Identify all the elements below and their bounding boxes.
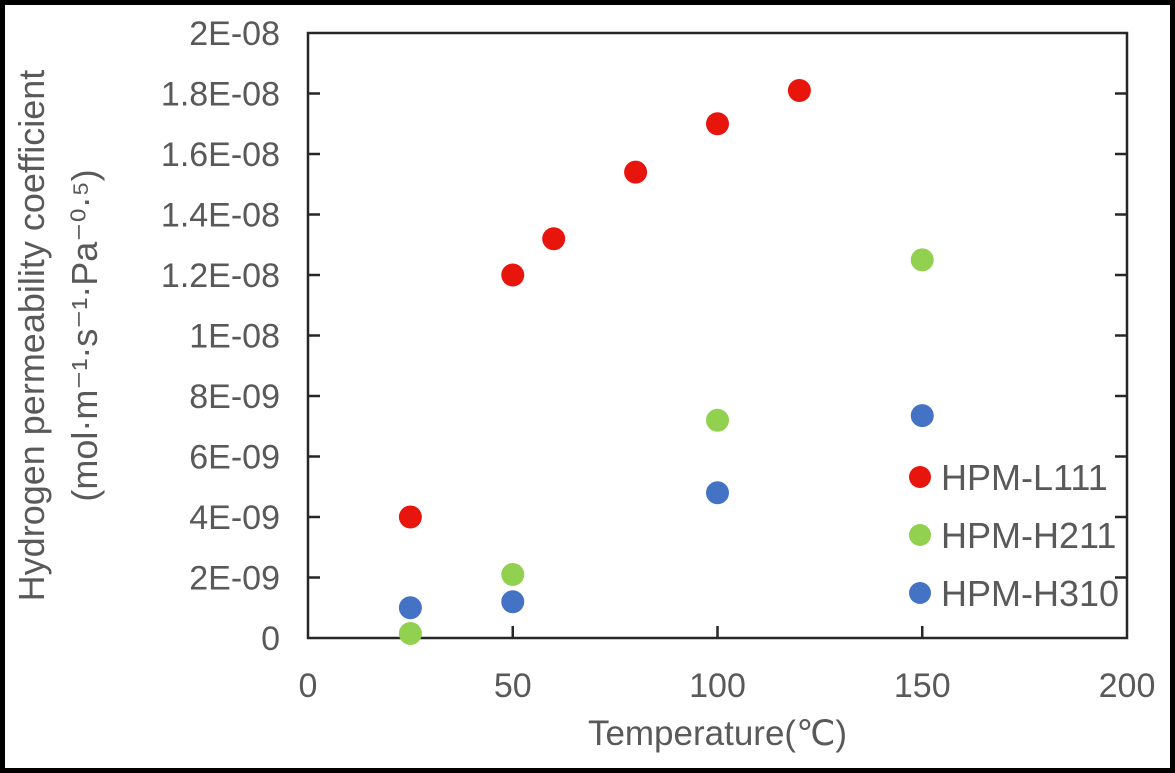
data-point-HPM-H310 bbox=[910, 404, 934, 428]
y-tick-label: 6E-09 bbox=[189, 439, 280, 477]
y-tick-label: 1.4E-08 bbox=[161, 197, 280, 235]
data-point-HPM-H310 bbox=[398, 596, 422, 620]
legend-marker-HPM-H211 bbox=[909, 524, 931, 546]
legend-label-HPM-L111: HPM-L111 bbox=[941, 457, 1108, 498]
legend-label-HPM-H211: HPM-H211 bbox=[941, 515, 1116, 556]
y-tick-label: 1.6E-08 bbox=[161, 136, 280, 174]
x-tick-label: 0 bbox=[299, 667, 318, 705]
data-point-HPM-H211 bbox=[910, 248, 934, 272]
y-tick-label: 0 bbox=[261, 620, 280, 658]
y-axis-title-line1: Hydrogen permeability coefficient bbox=[11, 70, 52, 602]
data-point-HPM-H211 bbox=[706, 408, 729, 432]
y-tick-label: 1.2E-08 bbox=[161, 257, 280, 295]
x-tick-label: 200 bbox=[1099, 667, 1156, 705]
legend-label-HPM-H310: HPM-H310 bbox=[941, 573, 1119, 614]
data-point-HPM-H310 bbox=[706, 481, 729, 505]
data-point-HPM-H211 bbox=[398, 621, 422, 645]
data-point-HPM-L111 bbox=[624, 160, 648, 184]
x-tick-label: 100 bbox=[689, 667, 746, 705]
legend-marker-HPM-L111 bbox=[909, 466, 931, 488]
x-tick-label: 150 bbox=[894, 667, 951, 705]
y-tick-label: 4E-09 bbox=[189, 499, 280, 537]
data-point-HPM-L111 bbox=[787, 78, 811, 102]
data-point-HPM-L111 bbox=[501, 263, 525, 287]
y-tick-label: 2E-08 bbox=[189, 15, 280, 53]
x-axis-title: Temperature(℃) bbox=[588, 714, 847, 753]
y-tick-label: 1.8E-08 bbox=[161, 76, 280, 114]
y-tick-label: 8E-09 bbox=[189, 378, 280, 416]
y-tick-label: 2E-09 bbox=[189, 560, 280, 598]
legend-marker-HPM-H310 bbox=[909, 582, 931, 604]
y-axis-title-line2: (mol·m⁻¹·s⁻¹·Pa⁻⁰·⁵) bbox=[64, 169, 105, 501]
data-point-HPM-L111 bbox=[398, 505, 422, 529]
y-tick-label: 1E-08 bbox=[189, 318, 280, 356]
data-point-HPM-L111 bbox=[542, 227, 566, 251]
data-point-HPM-H211 bbox=[501, 562, 525, 586]
x-tick-label: 50 bbox=[494, 667, 532, 705]
data-point-HPM-H310 bbox=[501, 590, 525, 614]
data-point-HPM-L111 bbox=[706, 112, 729, 136]
